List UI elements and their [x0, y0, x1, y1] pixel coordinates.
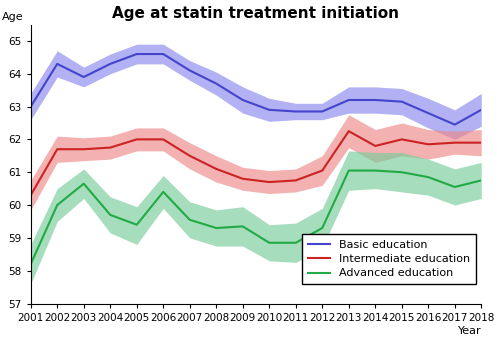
Basic education [107, 62, 113, 66]
Basic education [186, 68, 192, 72]
Basic education [80, 75, 86, 79]
Advanced education [320, 226, 326, 230]
Intermediate education [160, 137, 166, 141]
Intermediate education [107, 146, 113, 150]
Advanced education [80, 182, 86, 186]
Legend: Basic education, Intermediate education, Advanced education: Basic education, Intermediate education,… [302, 234, 476, 284]
Intermediate education [478, 141, 484, 145]
Advanced education [213, 226, 219, 230]
Title: Age at statin treatment initiation: Age at statin treatment initiation [112, 5, 400, 20]
Line: Basic education: Basic education [30, 54, 481, 125]
Intermediate education [213, 167, 219, 171]
Intermediate education [426, 142, 432, 146]
Basic education [240, 98, 246, 102]
Basic education [320, 109, 326, 114]
Intermediate education [80, 147, 86, 151]
Basic education [213, 82, 219, 86]
X-axis label: Year: Year [458, 326, 481, 336]
Intermediate education [28, 193, 34, 197]
Intermediate education [372, 144, 378, 148]
Advanced education [107, 213, 113, 217]
Intermediate education [346, 129, 352, 133]
Basic education [28, 104, 34, 108]
Basic education [478, 108, 484, 112]
Basic education [372, 98, 378, 102]
Basic education [54, 62, 60, 66]
Advanced education [240, 224, 246, 228]
Basic education [266, 108, 272, 112]
Advanced education [186, 218, 192, 222]
Intermediate education [399, 137, 405, 141]
Advanced education [478, 178, 484, 183]
Basic education [134, 52, 140, 56]
Advanced education [452, 185, 458, 189]
Basic education [293, 109, 299, 114]
Intermediate education [266, 180, 272, 184]
Advanced education [134, 223, 140, 227]
Intermediate education [240, 177, 246, 181]
Intermediate education [452, 141, 458, 145]
Advanced education [160, 190, 166, 194]
Intermediate education [186, 154, 192, 158]
Advanced education [266, 241, 272, 245]
Basic education [160, 52, 166, 56]
Basic education [346, 98, 352, 102]
Intermediate education [320, 169, 326, 173]
Intermediate education [293, 178, 299, 183]
Intermediate education [134, 137, 140, 141]
Basic education [426, 111, 432, 115]
Intermediate education [54, 147, 60, 151]
Advanced education [54, 203, 60, 207]
Line: Intermediate education: Intermediate education [30, 131, 481, 195]
Advanced education [293, 241, 299, 245]
Advanced education [426, 175, 432, 179]
Advanced education [372, 169, 378, 173]
Advanced education [399, 170, 405, 174]
Basic education [452, 123, 458, 127]
Advanced education [28, 262, 34, 266]
Line: Advanced education: Advanced education [30, 171, 481, 264]
Text: Age: Age [2, 12, 23, 22]
Advanced education [346, 169, 352, 173]
Basic education [399, 100, 405, 104]
